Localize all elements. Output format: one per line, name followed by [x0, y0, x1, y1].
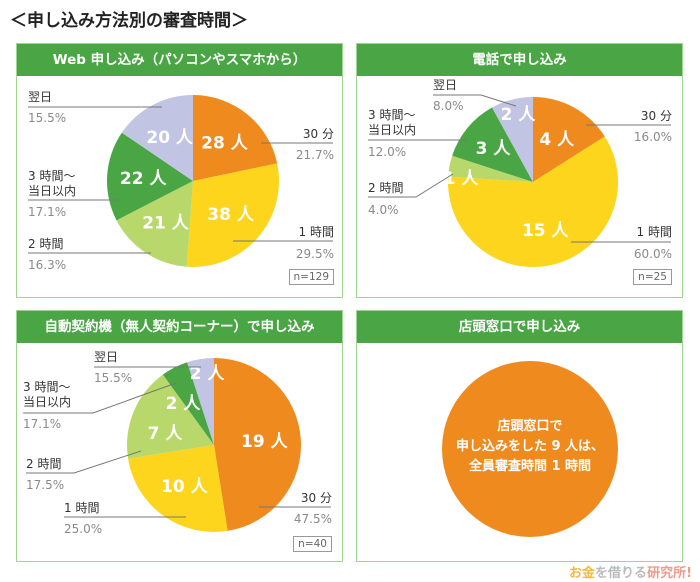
pie-slice-3h [452, 107, 533, 182]
pct-30min: 21.7% [295, 148, 334, 162]
pie-slice-next-day [187, 358, 214, 445]
label-30min: 30 分 [302, 127, 334, 141]
store-panel: 店頭窓口で申し込み 店頭窓口で 申し込みをした 9 人は、 全員審査時間 1 時… [356, 310, 683, 562]
pct-30min: 47.5% [293, 512, 332, 526]
leader-line [433, 94, 517, 107]
slice-value-label: 38 人 [207, 205, 255, 225]
label-3h-b: 当日以内 [28, 184, 77, 198]
slice-value-label: 21 人 [142, 214, 190, 234]
pie-slice-2h [127, 374, 214, 459]
pct-2h: 16.3% [28, 258, 67, 272]
slice-value-label: 3 人 [476, 139, 512, 159]
pct-1h: 60.0% [633, 247, 672, 261]
slice-value-label: 2 人 [190, 364, 226, 384]
pie-slice-2h [116, 181, 193, 267]
pie-slice-30min [214, 358, 301, 531]
pct-2h: 4.0% [368, 203, 399, 217]
pct-next-day: 8.0% [433, 99, 464, 113]
sample-size: n=129 [288, 269, 334, 285]
note-line: 全員審査時間 1 時間 [468, 459, 592, 474]
pct-30min: 16.0% [633, 130, 672, 144]
panel-title: 店頭窓口で申し込み [357, 311, 682, 343]
leader-line [23, 382, 177, 414]
slice-value-label: 1 人 [444, 169, 480, 189]
pie-slice-3h [107, 132, 193, 221]
leader-line [368, 173, 454, 198]
slice-value-label: 28 人 [201, 133, 249, 153]
page-title: ＜申し込み方法別の審査時間＞ [10, 11, 248, 31]
label-3h-a: 3 時間〜 [23, 380, 71, 394]
slice-value-label: 15 人 [522, 221, 570, 241]
note-line: 店頭窓口で [497, 419, 563, 434]
pct-3h: 12.0% [368, 145, 407, 159]
pie-chart: 4 人 15 人 1 人 3 人 2 人 [368, 94, 671, 268]
logo-text: を借りる [595, 566, 648, 581]
watermark-logo: お金を借りる研究所! [569, 562, 692, 581]
pct-next-day: 15.5% [94, 371, 133, 385]
pie-chart: 28 人 38 人 21 人 22 人 20 人 [28, 95, 333, 267]
label-30min: 30 分 [640, 109, 672, 123]
panel-title: 自動契約機（無人契約コーナー）で申し込み [17, 311, 342, 343]
pie-chart [442, 361, 618, 537]
pie-slice-1h-full [442, 361, 618, 537]
logo-text: 研究所! [647, 566, 692, 581]
label-3h-a: 3 時間〜 [28, 169, 76, 183]
label-1h: 1 時間 [64, 501, 100, 515]
slice-value-label: 2 人 [501, 105, 537, 125]
pct-2h: 17.5% [26, 478, 65, 492]
store-note: 店頭窓口で 申し込みをした 9 人は、 全員審査時間 1 時間 [430, 417, 630, 477]
leader-line [26, 450, 142, 474]
pct-3h: 17.1% [23, 417, 62, 431]
panel-title: 電話で申し込み [357, 44, 682, 76]
note-line: 申し込みをした 9 人は、 [455, 439, 605, 454]
pct-3h: 17.1% [28, 205, 67, 219]
pie-slice-1h [186, 163, 279, 267]
kiosk-panel: 自動契約機（無人契約コーナー）で申し込み 19 人 10 人 7 人 2 人 2 人 翌… [16, 310, 343, 562]
label-next-day: 翌日 [94, 350, 119, 364]
pie-slice-30min [193, 95, 278, 181]
web-panel: Web 申し込み（パソコンやスマホから） 28 人 38 人 21 人 22 人 20 … [16, 43, 343, 298]
pie-chart: 19 人 10 人 7 人 2 人 2 人 [23, 358, 331, 532]
label-2h: 2 時間 [26, 457, 62, 471]
label-1h: 1 時間 [298, 225, 334, 239]
label-3h-b: 当日以内 [368, 123, 417, 137]
slice-value-label: 4 人 [539, 130, 575, 150]
slice-value-label: 22 人 [120, 169, 168, 189]
slice-value-label: 19 人 [241, 432, 289, 452]
pct-1h: 25.0% [64, 522, 103, 536]
label-1h: 1 時間 [636, 225, 672, 239]
slice-value-label: 2 人 [166, 394, 202, 414]
pie-slice-next-day [492, 97, 533, 182]
pct-1h: 29.5% [295, 247, 334, 261]
slice-value-label: 20 人 [146, 128, 194, 148]
label-next-day: 翌日 [28, 90, 53, 104]
sample-size: n=25 [633, 269, 672, 285]
logo-text: お金 [569, 566, 596, 581]
phone-panel: 電話で申し込み 4 人 15 人 1 人 3 人 2 人 翌日 8.0% 30 分 16… [356, 43, 683, 298]
pct-next-day: 15.5% [28, 111, 67, 125]
pie-slice-1h [448, 136, 618, 268]
label-3h-a: 3 時間〜 [368, 108, 416, 122]
slice-value-label: 7 人 [148, 424, 184, 444]
pie-slice-30min [533, 97, 605, 182]
label-3h-b: 当日以内 [23, 395, 72, 409]
label-2h: 2 時間 [28, 237, 64, 251]
label-next-day: 翌日 [433, 78, 458, 92]
label-2h: 2 時間 [368, 181, 404, 195]
label-30min: 30 分 [300, 491, 332, 505]
pie-slice-next-day [121, 95, 193, 181]
sample-size: n=40 [293, 536, 332, 552]
panel-title: Web 申し込み（パソコンやスマホから） [17, 44, 342, 76]
pie-slice-2h [448, 155, 533, 182]
pie-slice-1h [128, 445, 228, 532]
slice-value-label: 10 人 [161, 477, 209, 497]
